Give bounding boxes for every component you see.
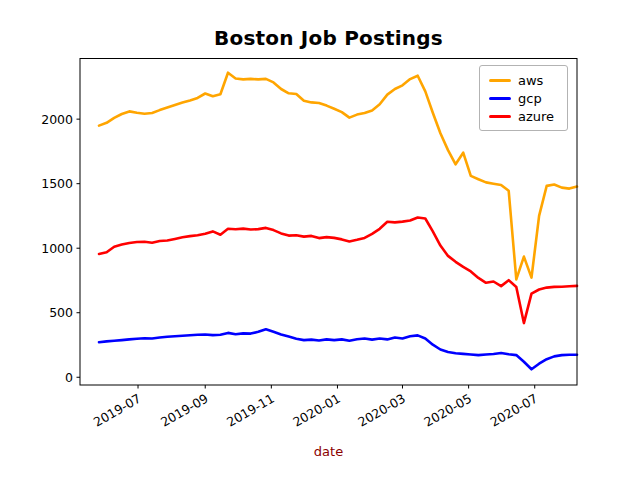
legend-label-aws: aws bbox=[518, 74, 543, 87]
legend-entry-aws: aws bbox=[489, 74, 558, 87]
legend-swatch-aws bbox=[489, 79, 511, 82]
legend-swatch-gcp bbox=[489, 97, 511, 100]
y-tick-label: 1000 bbox=[41, 241, 73, 256]
y-tick-label: 2000 bbox=[41, 112, 73, 127]
x-tick-label: 2020-03 bbox=[355, 391, 408, 430]
series-line-azure bbox=[99, 218, 577, 324]
x-tick-label: 2019-11 bbox=[224, 391, 277, 430]
legend-entry-gcp: gcp bbox=[489, 92, 558, 105]
x-tick-label: 2020-07 bbox=[487, 391, 540, 430]
legend-label-azure: azure bbox=[518, 110, 554, 123]
y-tick-label: 500 bbox=[49, 305, 73, 320]
series-line-gcp bbox=[99, 329, 577, 369]
x-axis-label: date bbox=[80, 444, 577, 459]
y-tick-label: 0 bbox=[65, 370, 73, 385]
x-tick-label: 2019-07 bbox=[91, 391, 144, 430]
y-tick-label: 1500 bbox=[41, 176, 73, 191]
legend: aws gcp azure bbox=[479, 65, 568, 131]
legend-entry-azure: azure bbox=[489, 110, 558, 123]
y-axis-ticks: 0 500 1000 1500 2000 bbox=[41, 112, 80, 385]
x-tick-label: 2020-01 bbox=[290, 391, 343, 430]
x-tick-label: 2019-09 bbox=[158, 391, 211, 430]
legend-swatch-azure bbox=[489, 115, 511, 118]
x-tick-label: 2020-05 bbox=[421, 391, 474, 430]
figure: Boston Job Postings 0500100015002000 201… bbox=[0, 0, 640, 480]
x-axis-ticks: 2019-07 2019-09 2019-11 2020-01 2020-03 2020-… bbox=[91, 385, 540, 430]
legend-label-gcp: gcp bbox=[518, 92, 542, 105]
